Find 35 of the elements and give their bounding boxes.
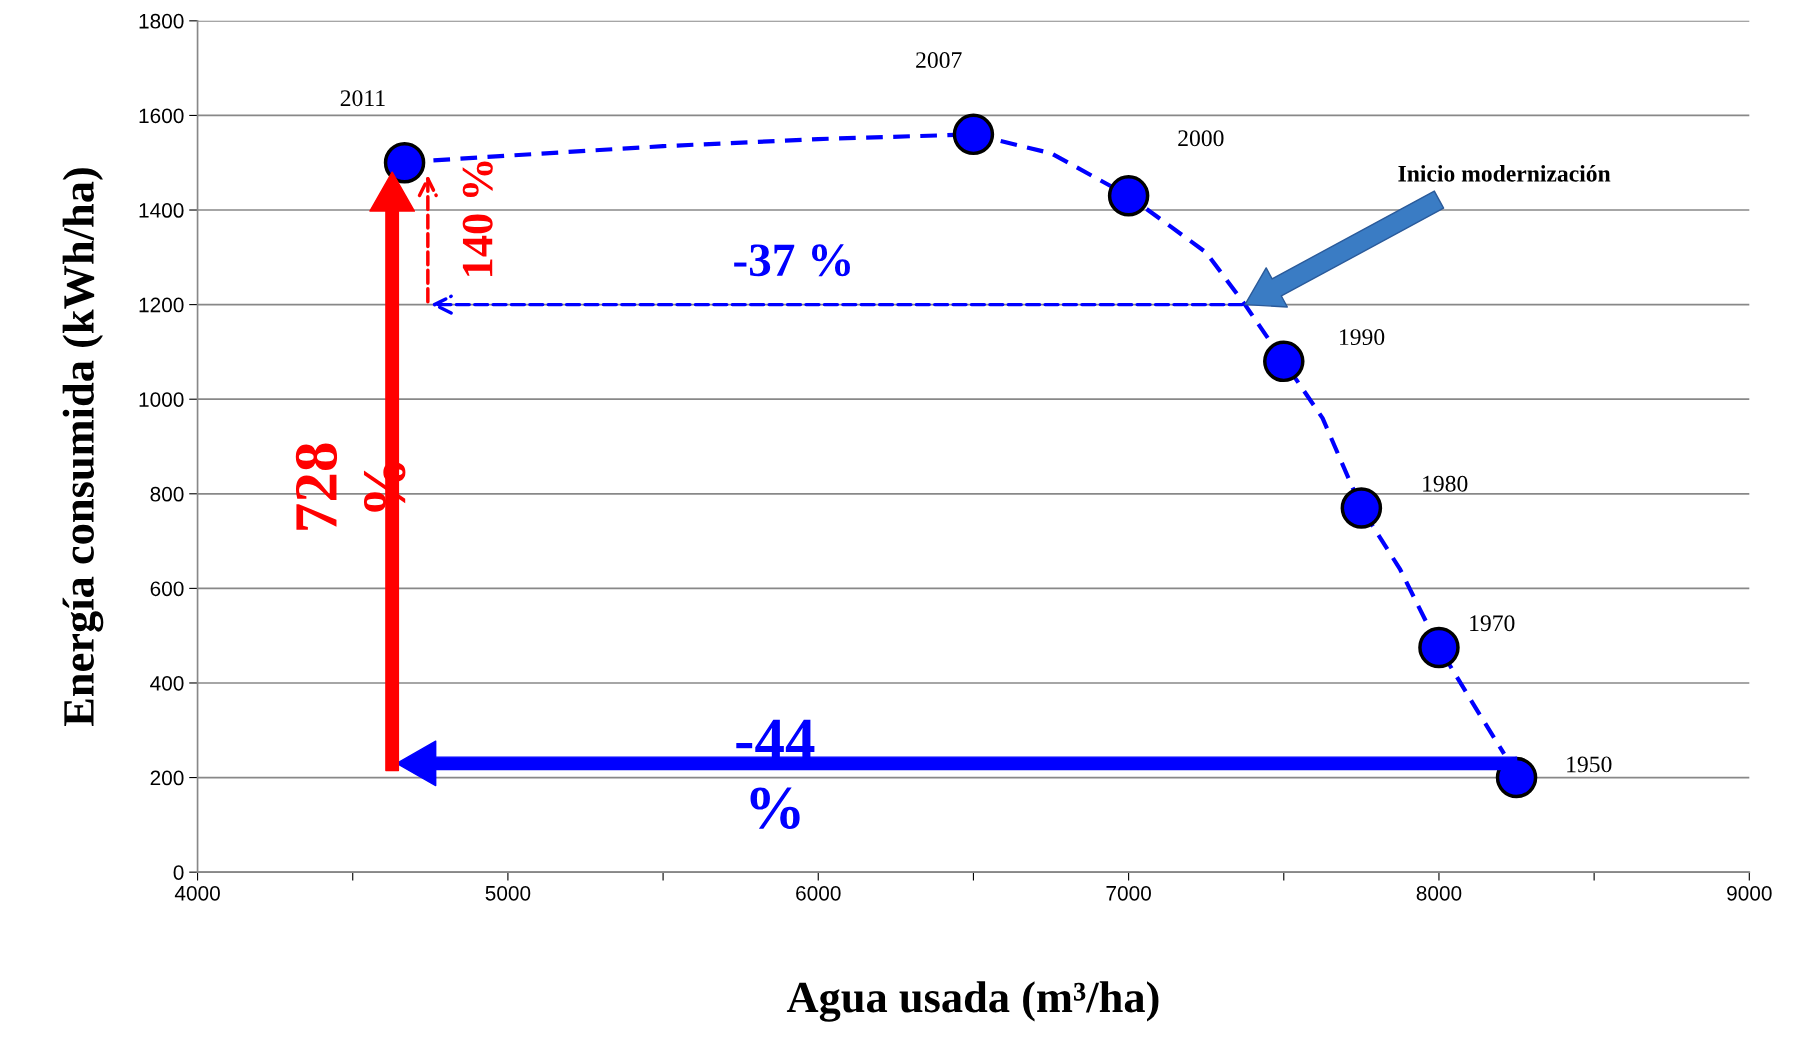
- point: [1418, 626, 1460, 669]
- x-axis-title: Agua usada (m³/ha): [786, 981, 1159, 1022]
- y-tick-label: 600: [150, 581, 184, 597]
- point: [1107, 175, 1150, 217]
- y-tick-label: 1000: [139, 392, 184, 407]
- annotation: 1980: [1423, 475, 1468, 492]
- y-tick-label: 1600: [139, 108, 184, 124]
- x-tick-label: 9000: [1727, 885, 1772, 901]
- point: [1340, 487, 1383, 529]
- annotation: -44 %: [736, 719, 815, 829]
- point: [952, 113, 995, 156]
- y-axis-title: Energía consumida (kWh/ha): [62, 168, 104, 727]
- annotation: 2007: [916, 52, 962, 69]
- x-tick-label: 5000: [485, 885, 531, 901]
- x-tick-label: 8000: [1416, 885, 1462, 901]
- x-tick-label: 7000: [1106, 885, 1151, 901]
- point: [1263, 340, 1305, 383]
- annotation: 1970: [1470, 615, 1515, 632]
- point: [383, 141, 426, 184]
- annotation: 2011: [340, 90, 385, 107]
- y-tick-label: 400: [150, 675, 184, 691]
- x-tick-label: 6000: [796, 885, 841, 901]
- x-tick-label: 4000: [174, 885, 220, 901]
- annotation: 140 %: [462, 161, 493, 276]
- annotation: 1990: [1340, 329, 1385, 346]
- y-tick-label: 1200: [139, 297, 184, 313]
- y-tick-label: 1400: [139, 203, 184, 218]
- annotation: Inicio modernización: [1398, 165, 1611, 182]
- y-tick-label: 800: [150, 486, 184, 502]
- y-tick-label: 0: [173, 865, 184, 880]
- y-tick-label: 1800: [139, 13, 184, 29]
- annotation: 2000: [1178, 130, 1224, 147]
- annotation: 1950: [1567, 756, 1612, 773]
- y-tick-label: 200: [150, 770, 184, 786]
- annotation: -37 %: [734, 244, 850, 277]
